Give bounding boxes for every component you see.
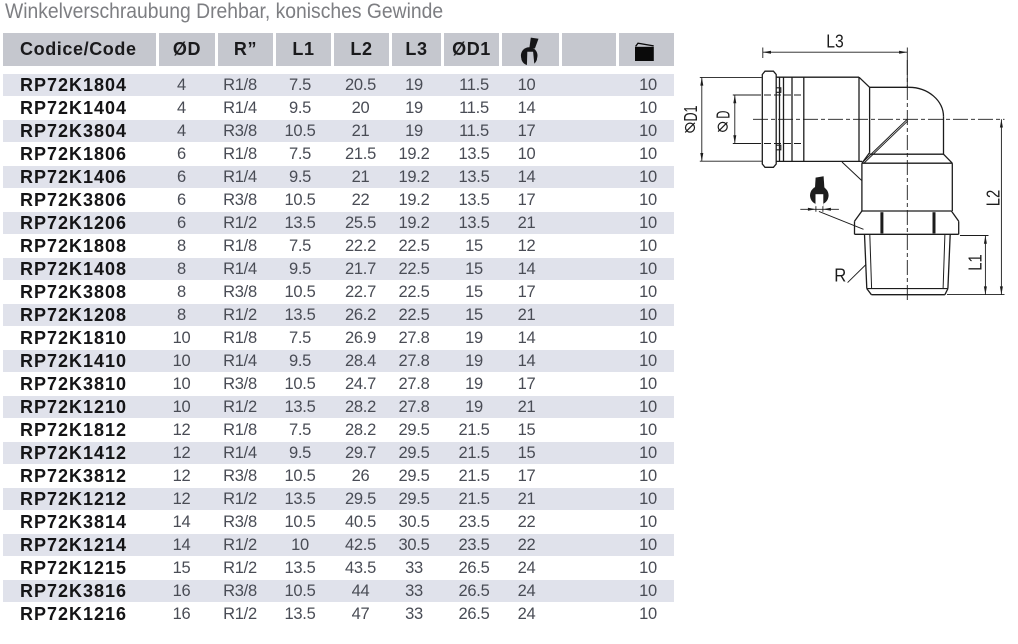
svg-text:D1: D1 (681, 106, 701, 122)
svg-text:R: R (834, 265, 846, 285)
svg-text:L2: L2 (983, 190, 1003, 207)
svg-text:D: D (713, 111, 733, 119)
svg-text:L3: L3 (826, 32, 844, 52)
svg-text:L1: L1 (965, 254, 985, 271)
